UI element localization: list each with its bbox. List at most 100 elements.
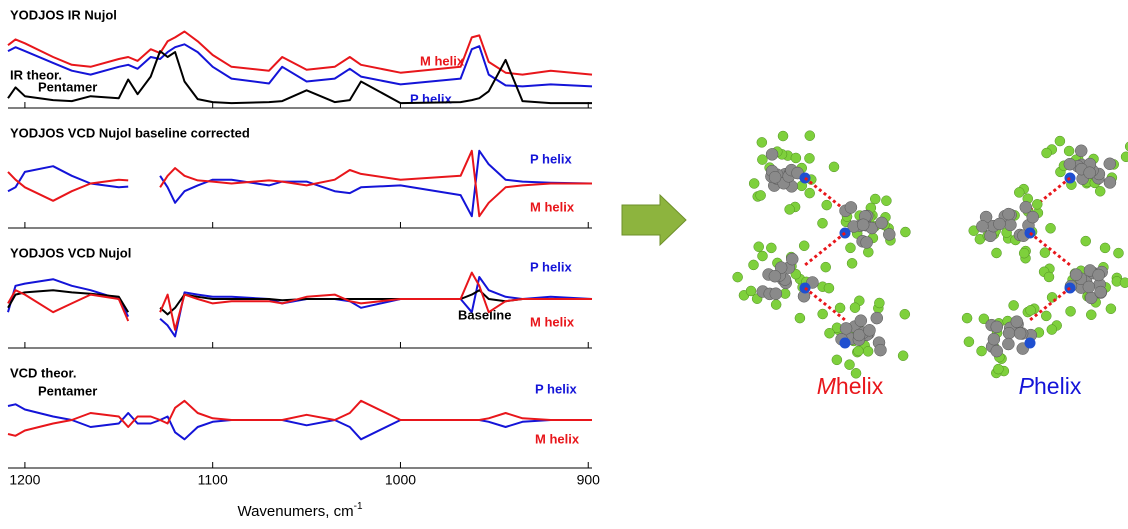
atom-f	[791, 153, 801, 163]
atom-f	[778, 131, 788, 141]
atom-f	[754, 242, 764, 252]
atom-c	[1083, 281, 1095, 293]
atom-f	[1055, 136, 1065, 146]
series-label: M helix	[530, 199, 575, 214]
atom-f	[757, 137, 767, 147]
atom-f	[1100, 243, 1110, 253]
atom-c	[876, 217, 888, 229]
figure: YODJOS IR NujolIR theor.PentamerM helixP…	[0, 0, 1128, 529]
atom-c	[1003, 208, 1015, 220]
atom-f	[1095, 186, 1105, 196]
atom-f	[1106, 304, 1116, 314]
atom-f	[1044, 272, 1054, 282]
atom-c	[1014, 327, 1026, 339]
panel-title: YODJOS IR Nujol	[10, 7, 117, 22]
structure-caption: Phelix	[1019, 373, 1082, 399]
atom-f	[818, 309, 828, 319]
atom-f	[977, 346, 987, 356]
h-bond	[1030, 233, 1070, 265]
atom-c	[883, 228, 895, 240]
atom-n	[1025, 338, 1036, 349]
atom-c	[1064, 158, 1076, 170]
x-tick-label: 900	[577, 472, 601, 488]
atom-f	[870, 194, 880, 204]
atom-f	[1032, 199, 1042, 209]
atom-f	[799, 241, 809, 251]
series-label: M helix	[420, 53, 465, 68]
atom-f	[993, 364, 1003, 374]
atom-c	[993, 218, 1005, 230]
annotation: Pentamer	[38, 383, 97, 398]
atom-f	[1046, 223, 1056, 233]
atom-f	[805, 188, 815, 198]
atom-f	[785, 204, 795, 214]
atom-f	[804, 153, 814, 163]
atom-f	[900, 309, 910, 319]
atom-f	[1041, 311, 1051, 321]
panel-title: YODJOS VCD Nujol baseline corrected	[10, 125, 250, 140]
series-label: P helix	[535, 381, 577, 396]
atom-f	[1081, 236, 1091, 246]
atom-c	[1020, 201, 1032, 213]
atom-f	[1042, 148, 1052, 158]
atom-f	[964, 337, 974, 347]
atom-f	[749, 260, 759, 270]
x-tick-label: 1000	[385, 472, 416, 488]
atom-c	[1075, 145, 1087, 157]
atom-f	[757, 155, 767, 165]
spectrum-line	[8, 32, 592, 75]
atom-f	[832, 355, 842, 365]
atom-f	[863, 247, 873, 257]
atom-f	[881, 196, 891, 206]
atom-c	[766, 148, 778, 160]
atom-c	[1093, 269, 1105, 281]
atom-f	[962, 313, 972, 323]
arrow	[622, 195, 686, 245]
atom-f	[835, 303, 845, 313]
panel-title: VCD theor.	[10, 365, 76, 380]
atom-c	[769, 171, 781, 183]
caption-text: helix	[836, 373, 884, 399]
atom-c	[991, 321, 1003, 333]
atom-c	[770, 288, 782, 300]
spectrum-line	[8, 401, 592, 436]
atom-f	[824, 328, 834, 338]
atom-f	[845, 360, 855, 370]
atom-c	[1084, 167, 1096, 179]
x-axis-label-sup: -1	[354, 501, 363, 512]
x-tick-label: 1100	[198, 472, 228, 488]
atom-c	[1004, 219, 1016, 231]
annotation: Pentamer	[38, 79, 97, 94]
atom-f	[1066, 306, 1076, 316]
structure-caption: Mhelix	[817, 373, 884, 399]
atom-f	[853, 346, 863, 356]
atom-f	[1121, 152, 1128, 162]
atom-c	[1070, 269, 1082, 281]
atom-c	[863, 324, 875, 336]
atom-c	[991, 345, 1003, 357]
series-label: M helix	[530, 314, 575, 329]
atom-c	[988, 333, 1000, 345]
atom-f	[863, 346, 873, 356]
atom-f	[1064, 146, 1074, 156]
atom-f	[821, 262, 831, 272]
series-label: P helix	[530, 151, 572, 166]
molecule	[962, 136, 1128, 378]
atom-c	[1027, 211, 1039, 223]
atom-c	[786, 253, 798, 265]
atom-f	[746, 286, 756, 296]
atom-f	[847, 258, 857, 268]
caption-letter: M	[817, 373, 837, 399]
series-label: P helix	[410, 91, 452, 106]
atom-c	[845, 201, 857, 213]
atom-f	[817, 218, 827, 228]
x-tick-label: 1200	[9, 472, 40, 488]
atom-f	[829, 162, 839, 172]
atom-f	[992, 248, 1002, 258]
atom-f	[1009, 300, 1019, 310]
atom-c	[861, 236, 873, 248]
atom-c	[855, 315, 867, 327]
atom-f	[1120, 278, 1128, 288]
atom-f	[795, 313, 805, 323]
atom-f	[766, 243, 776, 253]
